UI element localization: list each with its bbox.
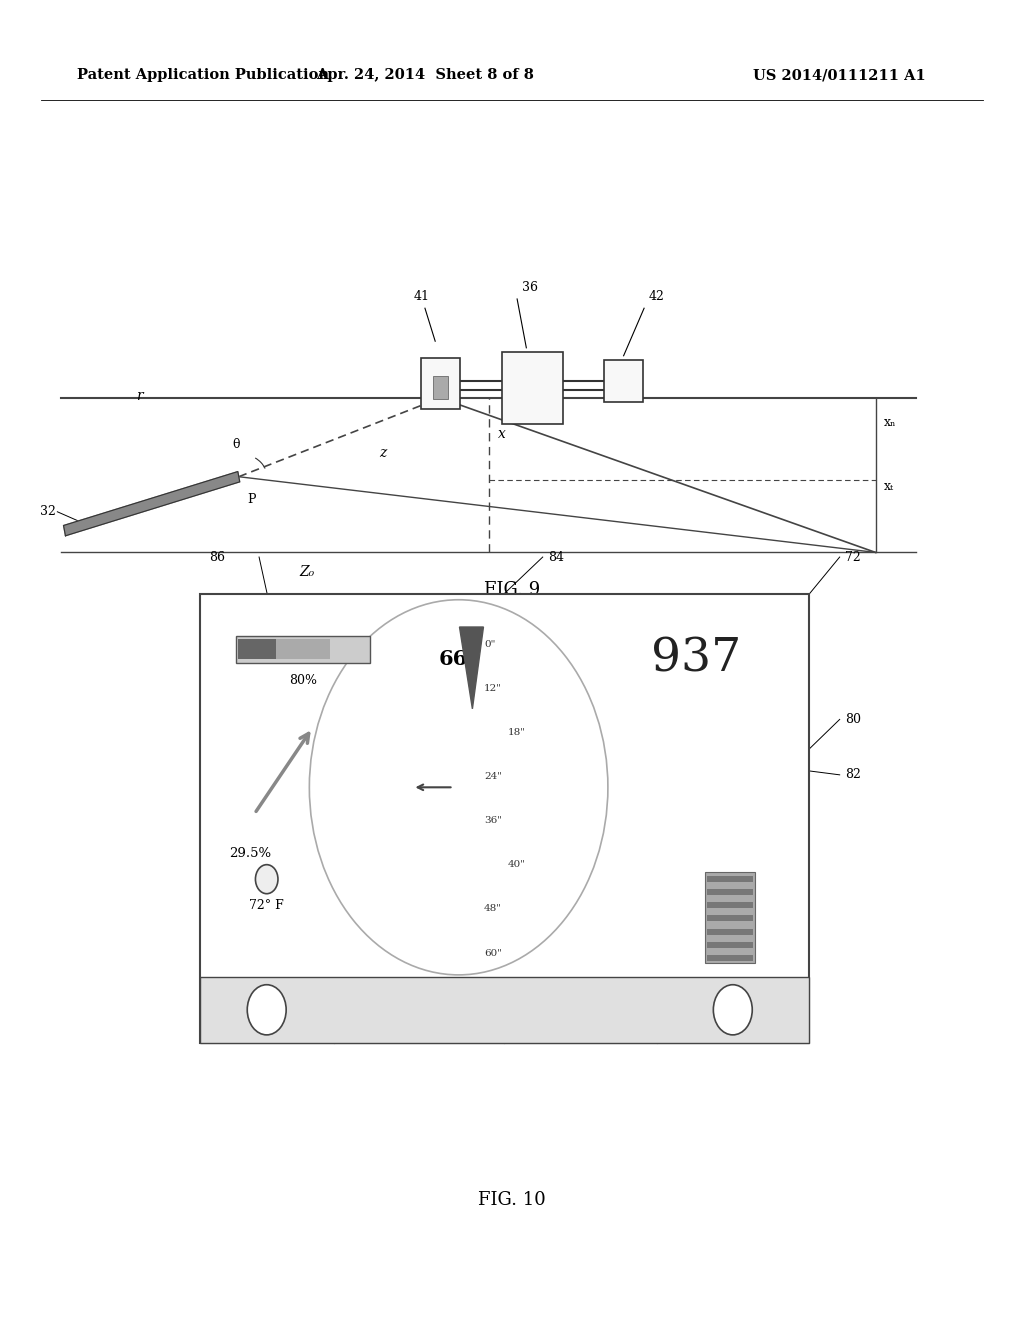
Bar: [707, 876, 753, 882]
Circle shape: [255, 865, 278, 894]
Bar: [200, 594, 809, 1043]
Text: 84: 84: [548, 550, 564, 564]
Text: 40": 40": [508, 861, 525, 870]
Text: 86: 86: [209, 550, 225, 564]
Text: 24": 24": [484, 772, 502, 781]
Text: 41: 41: [414, 290, 430, 304]
Bar: [707, 928, 753, 935]
Text: 80: 80: [845, 713, 861, 726]
Text: 36": 36": [484, 816, 502, 825]
Text: r: r: [136, 389, 143, 403]
Text: P: P: [247, 492, 255, 506]
Text: Patent Application Publication: Patent Application Publication: [77, 69, 329, 82]
FancyArrowPatch shape: [418, 784, 451, 791]
Text: 0": 0": [484, 640, 496, 648]
Text: z: z: [379, 446, 386, 461]
Bar: [200, 977, 809, 1043]
Bar: [239, 639, 275, 659]
Text: 72° F: 72° F: [249, 899, 284, 912]
Bar: [707, 941, 753, 948]
Polygon shape: [460, 627, 483, 709]
Bar: [707, 954, 753, 961]
Text: 36: 36: [522, 281, 539, 294]
Bar: [707, 903, 753, 908]
Text: 80%: 80%: [289, 673, 317, 686]
Text: FIG. 9: FIG. 9: [484, 581, 540, 599]
Text: 29.5%: 29.5%: [229, 847, 271, 859]
Text: ?: ?: [262, 1003, 270, 1016]
Text: FIG. 10: FIG. 10: [478, 1191, 546, 1209]
Text: 48": 48": [484, 904, 502, 913]
Text: US 2014/0111211 A1: US 2014/0111211 A1: [754, 69, 926, 82]
Bar: [707, 916, 753, 921]
Text: Menu: Menu: [554, 1001, 607, 1019]
Text: Z₀: Z₀: [300, 565, 314, 579]
Bar: [276, 639, 330, 659]
Text: θ: θ: [232, 438, 240, 450]
Text: 60": 60": [484, 949, 502, 957]
Text: 66": 66": [438, 649, 478, 669]
Bar: [421, 358, 460, 409]
Bar: [432, 376, 449, 399]
Circle shape: [714, 985, 753, 1035]
Bar: [604, 359, 643, 401]
Text: 32: 32: [40, 506, 56, 519]
Bar: [502, 351, 563, 425]
Polygon shape: [63, 471, 240, 536]
Text: Locate: Locate: [388, 1001, 450, 1019]
Bar: [237, 636, 371, 663]
Text: 12": 12": [484, 684, 502, 693]
FancyArrowPatch shape: [256, 734, 308, 812]
Text: 82: 82: [845, 768, 861, 781]
Text: 937: 937: [651, 636, 741, 681]
Circle shape: [247, 985, 286, 1035]
Text: 72: 72: [845, 550, 860, 564]
Bar: [705, 871, 755, 964]
Text: 42: 42: [648, 290, 665, 304]
Bar: [707, 890, 753, 895]
Text: xₜ: xₜ: [884, 480, 894, 494]
Text: x: x: [498, 426, 506, 441]
Text: xₙ: xₙ: [884, 416, 896, 429]
Text: 18": 18": [508, 727, 525, 737]
Text: Apr. 24, 2014  Sheet 8 of 8: Apr. 24, 2014 Sheet 8 of 8: [316, 69, 534, 82]
